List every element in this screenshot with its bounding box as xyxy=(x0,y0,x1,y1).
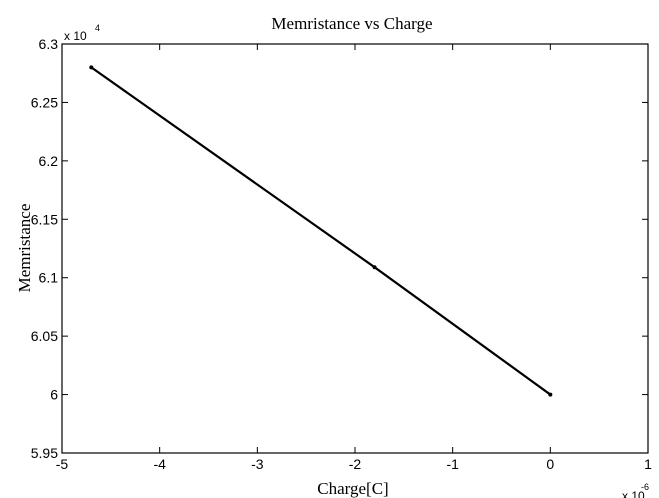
x-axis-label: Charge[C] xyxy=(317,479,388,498)
x-tick-label: -3 xyxy=(251,456,264,472)
x-tick-label: -5 xyxy=(56,456,69,472)
data-point xyxy=(372,265,377,270)
y-tick-label: 5.95 xyxy=(31,445,58,461)
x-tick-label: 0 xyxy=(546,456,554,472)
y-multiplier-base: x 10 xyxy=(64,29,87,43)
x-multiplier-exponent: -6 xyxy=(641,482,649,492)
y-tick-label: 6.25 xyxy=(31,94,58,110)
y-tick-label: 6 xyxy=(50,387,58,403)
plot-area-frame xyxy=(61,43,649,454)
x-tick-label: -4 xyxy=(153,456,166,472)
y-tick-label: 6.15 xyxy=(31,211,58,227)
x-tick-label: -2 xyxy=(349,456,362,472)
data-point xyxy=(548,392,553,397)
series-line xyxy=(90,66,551,396)
chart-title: Memristance vs Charge xyxy=(271,14,432,33)
y-tick-label: 6.1 xyxy=(39,270,59,286)
x-tick-label: -1 xyxy=(446,456,459,472)
series-layer xyxy=(89,65,553,397)
x-multiplier-base: x 10 xyxy=(622,489,645,498)
x-tick-label: 1 xyxy=(644,456,652,472)
y-axis-label: Memristance xyxy=(15,204,34,293)
y-tick-label: 6.3 xyxy=(39,36,59,52)
data-point xyxy=(89,65,94,70)
x-axis-ticks: -5 -4 -3 -2 -1 0 1 xyxy=(56,44,652,472)
y-tick-label: 6.2 xyxy=(39,153,59,169)
y-axis-ticks: 5.95 6 6.05 6.1 6.15 6.2 6.25 6.3 xyxy=(31,36,648,461)
y-tick-label: 6.05 xyxy=(31,328,58,344)
y-multiplier-exponent: 4 xyxy=(95,23,100,33)
